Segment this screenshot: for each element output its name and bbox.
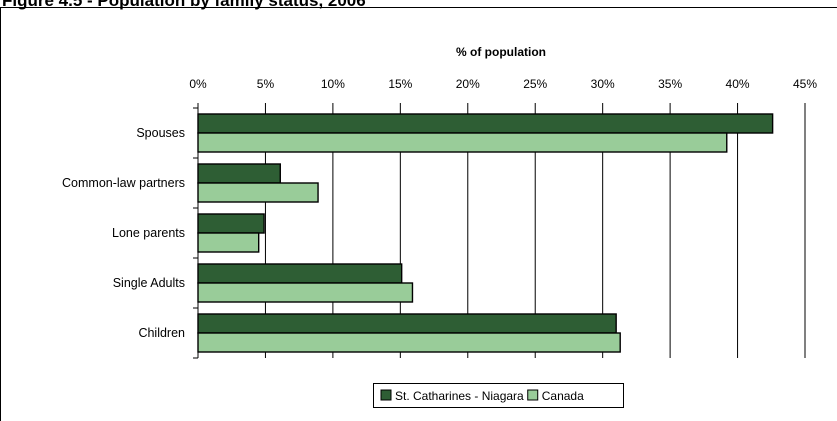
bar [197,132,728,153]
bar [197,163,281,184]
bars [197,113,774,353]
x-tick-label: 25% [523,77,547,91]
bar [197,182,319,203]
bar [197,113,774,134]
category-label: Spouses [136,126,185,140]
y-axis [193,103,199,359]
legend-label: St. Catharines - Niagara [395,389,524,403]
x-tick-label: 20% [456,77,480,91]
figure-title: Figure 4.5 - Population by family status… [2,0,366,10]
legend: St. Catharines - Niagara Canada [373,383,624,408]
x-tick-label: 5% [257,77,275,91]
legend-swatch [527,389,539,401]
category-label: Common-law partners [62,176,185,190]
legend-swatch [380,389,392,401]
x-tick-label: 0% [189,77,207,91]
x-tick-label: 30% [591,77,615,91]
category-label: Children [138,326,185,340]
x-tick-label: 35% [658,77,682,91]
x-tick-label: 15% [388,77,412,91]
x-tick-label: 45% [793,77,817,91]
x-tick-labels: 0% 5% 10% 15% 20% 25% 30% 35% 40% 45% [189,77,817,91]
category-labels: Spouses Common-law partners Lone parents Si… [62,126,185,340]
category-label: Lone parents [112,226,185,240]
bar [197,213,265,234]
category-label: Single Adults [113,276,185,290]
bar [197,263,403,284]
x-tick-label: 10% [321,77,345,91]
x-tick-label: 40% [726,77,750,91]
x-axis-title: % of population [456,45,546,59]
bar [197,313,617,334]
bar [197,232,260,253]
legend-label: Canada [542,389,584,403]
legend-box [373,383,624,408]
bar [197,332,621,353]
bar [197,282,414,303]
